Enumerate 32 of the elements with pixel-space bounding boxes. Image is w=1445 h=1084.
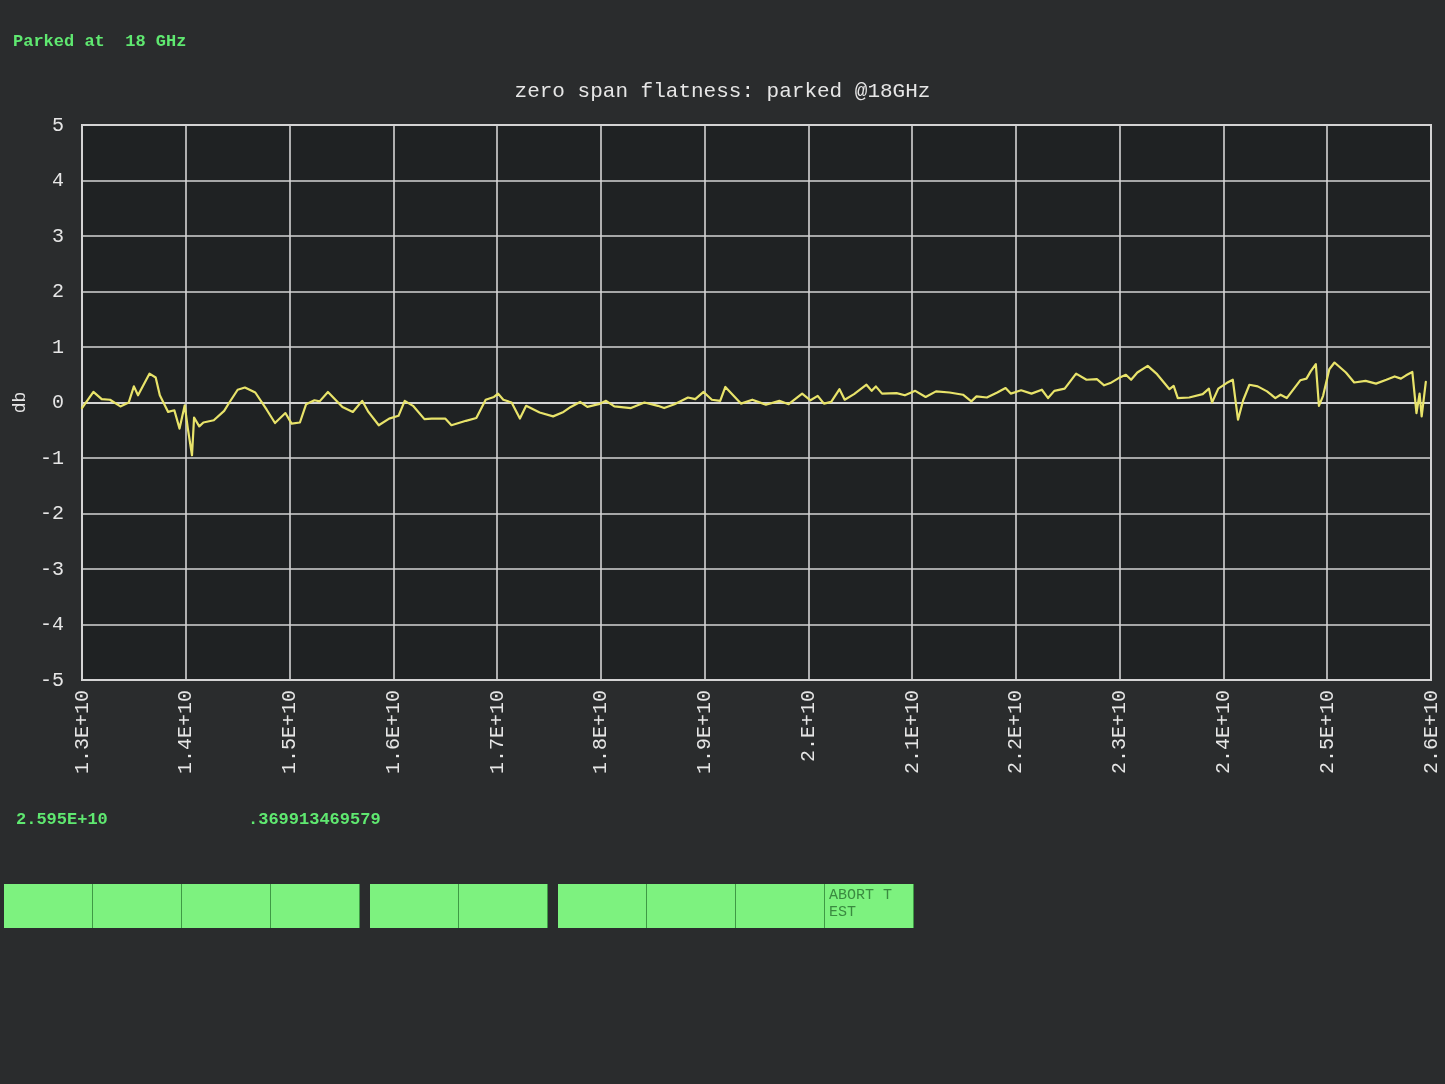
y-tick-label: -4: [39, 613, 64, 636]
x-tick-label: 1.5E+10: [278, 690, 302, 775]
x-tick-label: 1.8E+10: [589, 690, 613, 775]
x-tick-label: 1.9E+10: [693, 690, 717, 775]
x-tick-label: 2.E+10: [796, 690, 820, 763]
y-tick-label: -2: [39, 502, 64, 525]
y-tick-label: -3: [39, 557, 64, 581]
x-tick-label: 2.6E+10: [1419, 690, 1443, 775]
line-series: [80, 361, 1427, 457]
x-tick-label: 2.5E+10: [1315, 690, 1339, 775]
y-tick-label: -5: [39, 668, 64, 692]
x-tick-label: 1.6E+10: [381, 690, 405, 775]
y-tick-label: 3: [51, 224, 64, 248]
x-tick-label: 2.4E+10: [1211, 690, 1235, 775]
x-tick-label: 1.3E+10: [70, 690, 94, 775]
y-tick-label: 2: [51, 280, 64, 303]
y-tick-label: 4: [51, 169, 64, 192]
x-tick-label: 2.3E+10: [1108, 690, 1132, 775]
text: .369913469579: [248, 810, 381, 829]
chart-title: zero span flatness: parked @18GHz: [514, 80, 931, 103]
y-axis-title: db: [10, 391, 31, 414]
chart-subtitle: Parked at 18 GHz: [13, 32, 187, 51]
x-tick-label: 2.2E+10: [1004, 690, 1028, 775]
y-tick-label: -1: [39, 446, 64, 470]
x-tick-label: 1.4E+10: [174, 690, 198, 775]
y-tick-label: 0: [51, 391, 64, 414]
softkey-button: ABORT TEST: [825, 884, 914, 928]
text: 2.595E+10: [16, 810, 109, 829]
y-tick-label: 1: [51, 335, 64, 359]
x-tick-label: 1.7E+10: [485, 690, 509, 775]
y-tick-label: 5: [51, 113, 64, 137]
x-tick-label: 2.1E+10: [900, 690, 924, 775]
